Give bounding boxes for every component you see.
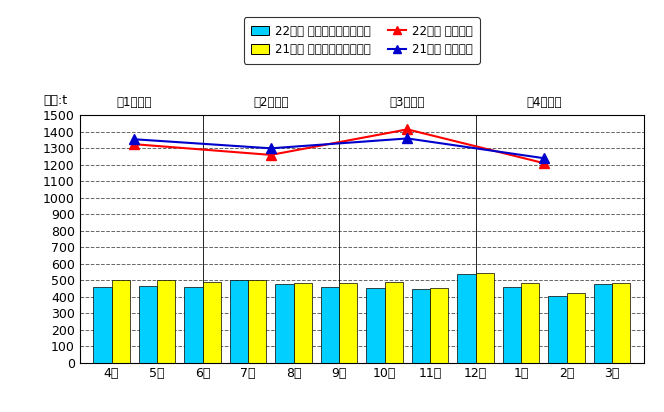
Bar: [157, 280, 175, 363]
Bar: [112, 280, 129, 363]
Bar: [139, 286, 157, 363]
Bar: [384, 282, 403, 363]
Bar: [276, 284, 293, 363]
Bar: [321, 287, 339, 363]
Bar: [293, 283, 312, 363]
Bar: [248, 280, 266, 363]
Bar: [230, 280, 248, 363]
Bar: [566, 293, 585, 363]
Bar: [339, 283, 357, 363]
Bar: [548, 296, 566, 363]
Bar: [367, 288, 384, 363]
Bar: [503, 287, 521, 363]
Bar: [457, 274, 475, 363]
Legend: 22年度 ステーション・拠点, 21年度 ステーション・拠点, 22年度 集団回収, 21年度 集団回収: 22年度 ステーション・拠点, 21年度 ステーション・拠点, 22年度 集団回…: [244, 17, 479, 63]
Bar: [185, 287, 203, 363]
Bar: [94, 287, 112, 363]
Bar: [475, 273, 494, 363]
Bar: [594, 284, 612, 363]
Text: 第2四半期: 第2四半期: [253, 96, 289, 109]
Text: 第4四半期: 第4四半期: [526, 96, 562, 109]
Bar: [612, 283, 630, 363]
Bar: [412, 289, 430, 363]
Text: 第1四半期: 第1四半期: [117, 96, 152, 109]
Bar: [521, 283, 539, 363]
Text: 第3四半期: 第3四半期: [390, 96, 425, 109]
Bar: [203, 282, 220, 363]
Text: 単位:t: 単位:t: [43, 94, 67, 107]
Bar: [430, 288, 448, 363]
